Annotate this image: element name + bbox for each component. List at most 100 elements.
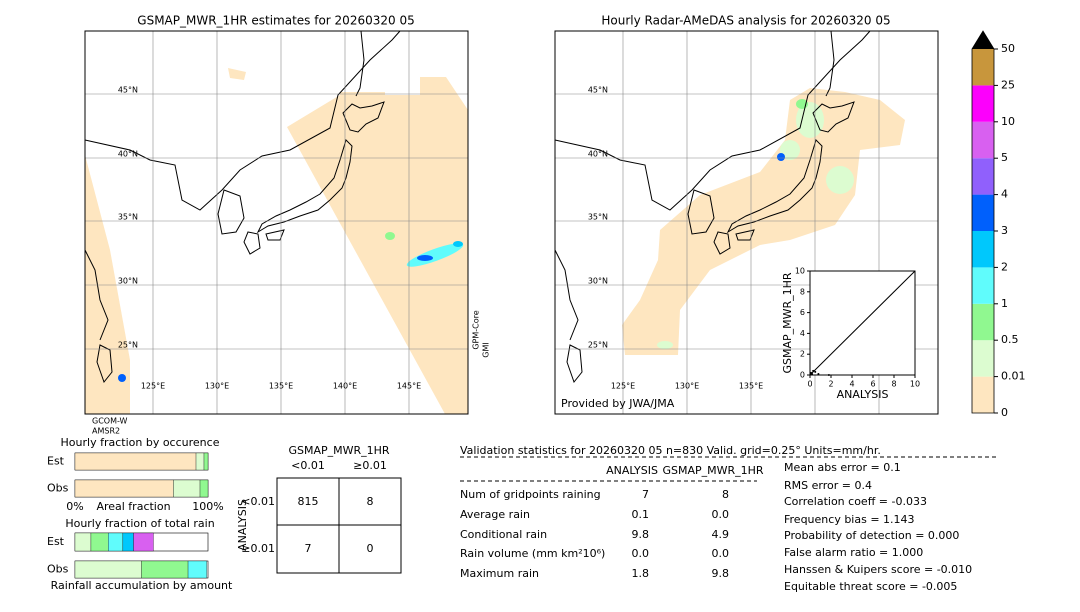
row-label: Conditional rain: [460, 528, 547, 541]
x-tick-label: 100%: [192, 500, 223, 513]
lon-label: 130°E: [675, 382, 699, 391]
cell: 0.0: [712, 508, 730, 521]
sensor-label: AMSR2: [92, 427, 120, 436]
cell: 9.8: [712, 567, 730, 580]
bar-segment: [195, 452, 205, 471]
cell: 1.8: [632, 567, 650, 580]
cell: 0: [367, 542, 374, 555]
score: Correlation coeff = -0.033: [784, 495, 927, 508]
y-tick-label: 4: [800, 329, 805, 338]
lat-label: 40°N: [118, 150, 138, 159]
rain-area: [777, 153, 785, 161]
colorbar-label: 0: [1001, 406, 1008, 419]
y-tick-label: 2: [800, 350, 805, 359]
chart-title: Hourly fraction of total rain: [65, 517, 214, 530]
colorbar-label: 4: [1001, 188, 1008, 201]
colorbar-segment: [972, 85, 994, 122]
x-axis-label: ANALYSIS: [837, 388, 889, 401]
x-tick-label: 8: [891, 380, 896, 389]
lon-label: 125°E: [611, 382, 635, 391]
colorbar-label: 10: [1001, 115, 1015, 128]
x-tick-label: 0: [807, 380, 812, 389]
stats-table: Num of gridpoints raining 7 8 Average rain 0…: [460, 461, 972, 593]
colorbar-segment: [972, 121, 994, 159]
rain-area: [622, 88, 905, 355]
colorbar-segment: [972, 158, 994, 195]
rain-area: [796, 102, 824, 138]
x-tick-label: 4: [849, 380, 854, 389]
table-title: GSMAP_MWR_1HR: [288, 444, 389, 457]
rain-area: [453, 241, 463, 247]
rain-area: [385, 232, 395, 240]
lat-label: 25°N: [118, 341, 138, 350]
y-tick-label: 10: [795, 267, 805, 276]
y-tick-label: 6: [800, 308, 805, 317]
category-label: Obs: [47, 482, 69, 495]
x-tick-label: 6: [870, 380, 875, 389]
y-axis-label: GSMAP_MWR_1HR: [781, 272, 794, 373]
colorbar-label: 50: [1001, 42, 1015, 55]
lon-label: 130°E: [205, 382, 229, 391]
bar-segment: [90, 532, 109, 552]
x-tick-label: 2: [828, 380, 833, 389]
sensor-label: GCOM-W: [92, 417, 128, 426]
cell: 0.1: [632, 508, 650, 521]
bar-segment: [74, 452, 197, 471]
colorbar-label: 0.01: [1001, 370, 1026, 383]
category-label: Obs: [47, 563, 69, 576]
bar-segment: [187, 560, 207, 579]
x-tick-label: 10: [910, 380, 920, 389]
lon-label: 140°E: [333, 382, 357, 391]
credit: Provided by JWA/JMA: [561, 397, 675, 410]
cell: 7: [642, 488, 649, 501]
score: Mean abs error = 0.1: [784, 461, 901, 474]
category-label: Est: [47, 455, 65, 468]
rain-area: [406, 243, 464, 267]
colorbar-label: 5: [1001, 151, 1008, 164]
cell: 9.8: [632, 528, 650, 541]
colorbar-label: 2: [1001, 260, 1008, 273]
lat-label: 35°N: [588, 213, 608, 222]
score: False alarm ratio = 1.000: [784, 546, 923, 559]
point: [812, 369, 815, 372]
lat-label: 45°N: [588, 86, 608, 95]
lon-label: 145°E: [397, 382, 421, 391]
colorbar-segment: [972, 340, 994, 377]
row-axis-label: ANALYSIS: [236, 499, 249, 551]
colorbar-segment: [972, 231, 994, 268]
column-header: GSMAP_MWR_1HR: [662, 464, 763, 477]
colorbar-segment: [972, 303, 994, 341]
cell: 815: [298, 495, 319, 508]
point: [827, 374, 830, 376]
lat-label: 35°N: [118, 213, 138, 222]
bar-segment: [173, 479, 201, 498]
colorbar-segment: [972, 267, 994, 304]
cell: 8: [722, 488, 729, 501]
y-tick-label: 8: [800, 287, 805, 296]
bar-segment: [74, 532, 92, 552]
stats-title: Validation statistics for 20260320 05 n=…: [460, 444, 881, 457]
y-tick-label: 0: [800, 371, 805, 380]
row-header: <0.01: [241, 495, 275, 508]
colorbar-label: 1: [1001, 297, 1008, 310]
lon-label: 135°E: [739, 382, 763, 391]
score: Equitable threat score = -0.005: [784, 580, 957, 593]
cell: 8: [367, 495, 374, 508]
column-header: ANALYSIS: [606, 464, 658, 477]
colorbar-label: 3: [1001, 224, 1008, 237]
map-frame: [554, 30, 939, 415]
score: Probability of detection = 0.000: [784, 529, 959, 542]
cell: 7: [305, 542, 312, 555]
map-title: GSMAP_MWR_1HR estimates for 20260320 05: [137, 14, 414, 28]
column-header: <0.01: [291, 459, 325, 472]
chart-title: Hourly fraction by occurence: [61, 436, 220, 449]
row-label: Num of gridpoints raining: [460, 488, 601, 501]
sensor-label: GPM-Core: [472, 310, 481, 349]
bar-segment: [199, 479, 209, 498]
point: [817, 372, 820, 375]
colorbar-segment: [972, 194, 994, 231]
lat-label: 30°N: [118, 277, 138, 286]
cell: 4.9: [712, 528, 730, 541]
